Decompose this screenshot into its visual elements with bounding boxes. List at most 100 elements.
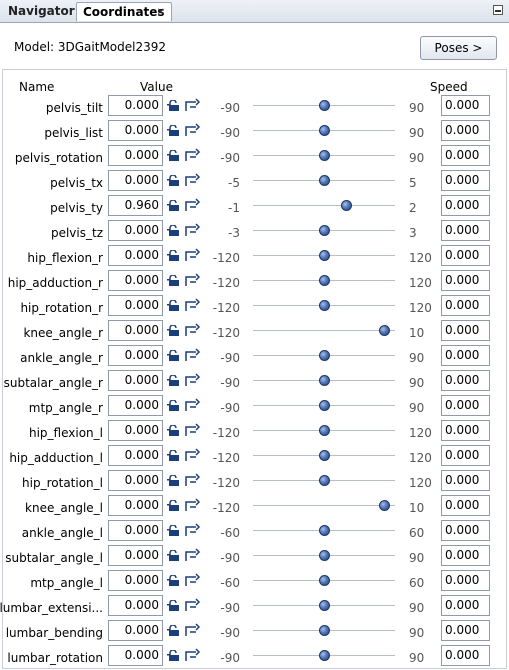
clamp-icon[interactable] <box>184 223 200 237</box>
clamp-icon[interactable] <box>184 198 200 212</box>
clamp-icon[interactable] <box>184 373 200 387</box>
clamp-icon[interactable] <box>184 573 200 587</box>
clamp-icon[interactable] <box>184 498 200 512</box>
coordinate-value-input[interactable]: 0.000 <box>108 470 163 491</box>
clamp-icon[interactable] <box>184 648 200 662</box>
lock-icon[interactable] <box>167 650 180 661</box>
speed-input[interactable]: 0.000 <box>441 245 490 266</box>
lock-icon[interactable] <box>167 450 180 461</box>
speed-input[interactable]: 0.000 <box>441 595 490 616</box>
clamp-icon[interactable] <box>184 298 200 312</box>
tab-coordinates[interactable]: Coordinates ✕ <box>76 2 172 21</box>
clamp-icon[interactable] <box>184 148 200 162</box>
lock-icon[interactable] <box>167 350 180 361</box>
slider-thumb[interactable] <box>319 550 330 561</box>
minimize-icon[interactable] <box>493 5 503 15</box>
lock-icon[interactable] <box>167 150 180 161</box>
coordinate-value-input[interactable]: 0.000 <box>108 345 163 366</box>
slider-thumb[interactable] <box>319 400 330 411</box>
speed-input[interactable]: 0.000 <box>441 170 490 191</box>
slider-thumb[interactable] <box>319 600 330 611</box>
lock-icon[interactable] <box>167 250 180 261</box>
lock-icon[interactable] <box>167 550 180 561</box>
lock-icon[interactable] <box>167 625 180 636</box>
lock-icon[interactable] <box>167 275 180 286</box>
slider-thumb[interactable] <box>319 450 330 461</box>
coordinate-value-input[interactable]: 0.000 <box>108 270 163 291</box>
clamp-icon[interactable] <box>184 598 200 612</box>
coordinate-value-input[interactable]: 0.000 <box>108 395 163 416</box>
slider-thumb[interactable] <box>319 350 330 361</box>
clamp-icon[interactable] <box>184 523 200 537</box>
slider-thumb[interactable] <box>319 375 330 386</box>
coordinate-value-input[interactable]: 0.000 <box>108 445 163 466</box>
slider-track[interactable] <box>253 505 395 506</box>
coordinate-value-input[interactable]: 0.000 <box>108 320 163 341</box>
coordinate-value-input[interactable]: 0.000 <box>108 295 163 316</box>
lock-icon[interactable] <box>167 400 180 411</box>
slider-thumb[interactable] <box>319 275 330 286</box>
lock-icon[interactable] <box>167 375 180 386</box>
lock-icon[interactable] <box>167 475 180 486</box>
slider-thumb[interactable] <box>319 575 330 586</box>
clamp-icon[interactable] <box>184 623 200 637</box>
speed-input[interactable]: 0.000 <box>441 570 490 591</box>
speed-input[interactable]: 0.000 <box>441 145 490 166</box>
lock-icon[interactable] <box>167 125 180 136</box>
lock-icon[interactable] <box>167 500 180 511</box>
speed-input[interactable]: 0.000 <box>441 645 490 666</box>
coordinate-value-input[interactable]: 0.000 <box>108 120 163 141</box>
coordinate-value-input[interactable]: 0.000 <box>108 645 163 666</box>
speed-input[interactable]: 0.000 <box>441 445 490 466</box>
speed-input[interactable]: 0.000 <box>441 95 490 116</box>
speed-input[interactable]: 0.000 <box>441 470 490 491</box>
slider-thumb[interactable] <box>379 325 391 336</box>
slider-thumb[interactable] <box>340 200 352 211</box>
speed-input[interactable]: 0.000 <box>441 395 490 416</box>
coordinate-value-input[interactable]: 0.000 <box>108 595 163 616</box>
slider-thumb[interactable] <box>319 175 330 186</box>
lock-icon[interactable] <box>167 425 180 436</box>
slider-thumb[interactable] <box>319 125 330 136</box>
coordinate-value-input[interactable]: 0.000 <box>108 520 163 541</box>
coordinate-value-input[interactable]: 0.960 <box>108 195 163 216</box>
slider-track[interactable] <box>253 330 395 331</box>
coordinate-value-input[interactable]: 0.000 <box>108 370 163 391</box>
clamp-icon[interactable] <box>184 248 200 262</box>
coordinate-value-input[interactable]: 0.000 <box>108 420 163 441</box>
clamp-icon[interactable] <box>184 323 200 337</box>
lock-icon[interactable] <box>167 100 180 111</box>
coordinate-value-input[interactable]: 0.000 <box>108 495 163 516</box>
coordinate-value-input[interactable]: 0.000 <box>108 245 163 266</box>
clamp-icon[interactable] <box>184 173 200 187</box>
speed-input[interactable]: 0.000 <box>441 520 490 541</box>
speed-input[interactable]: 0.000 <box>441 220 490 241</box>
slider-track[interactable] <box>253 205 395 206</box>
lock-icon[interactable] <box>167 600 180 611</box>
slider-thumb[interactable] <box>319 300 330 311</box>
clamp-icon[interactable] <box>184 423 200 437</box>
clamp-icon[interactable] <box>184 98 200 112</box>
coordinate-value-input[interactable]: 0.000 <box>108 620 163 641</box>
lock-icon[interactable] <box>167 525 180 536</box>
speed-input[interactable]: 0.000 <box>441 370 490 391</box>
speed-input[interactable]: 0.000 <box>441 120 490 141</box>
slider-thumb[interactable] <box>319 650 330 661</box>
clamp-icon[interactable] <box>184 123 200 137</box>
speed-input[interactable]: 0.000 <box>441 195 490 216</box>
coordinate-value-input[interactable]: 0.000 <box>108 570 163 591</box>
clamp-icon[interactable] <box>184 448 200 462</box>
speed-input[interactable]: 0.000 <box>441 620 490 641</box>
close-icon[interactable]: ✕ <box>156 7 165 18</box>
slider-thumb[interactable] <box>379 500 391 511</box>
coordinate-value-input[interactable]: 0.000 <box>108 545 163 566</box>
lock-icon[interactable] <box>167 175 180 186</box>
lock-icon[interactable] <box>167 200 180 211</box>
clamp-icon[interactable] <box>184 548 200 562</box>
slider-thumb[interactable] <box>319 525 330 536</box>
lock-icon[interactable] <box>167 325 180 336</box>
slider-thumb[interactable] <box>319 625 330 636</box>
speed-input[interactable]: 0.000 <box>441 495 490 516</box>
slider-thumb[interactable] <box>319 475 330 486</box>
lock-icon[interactable] <box>167 225 180 236</box>
